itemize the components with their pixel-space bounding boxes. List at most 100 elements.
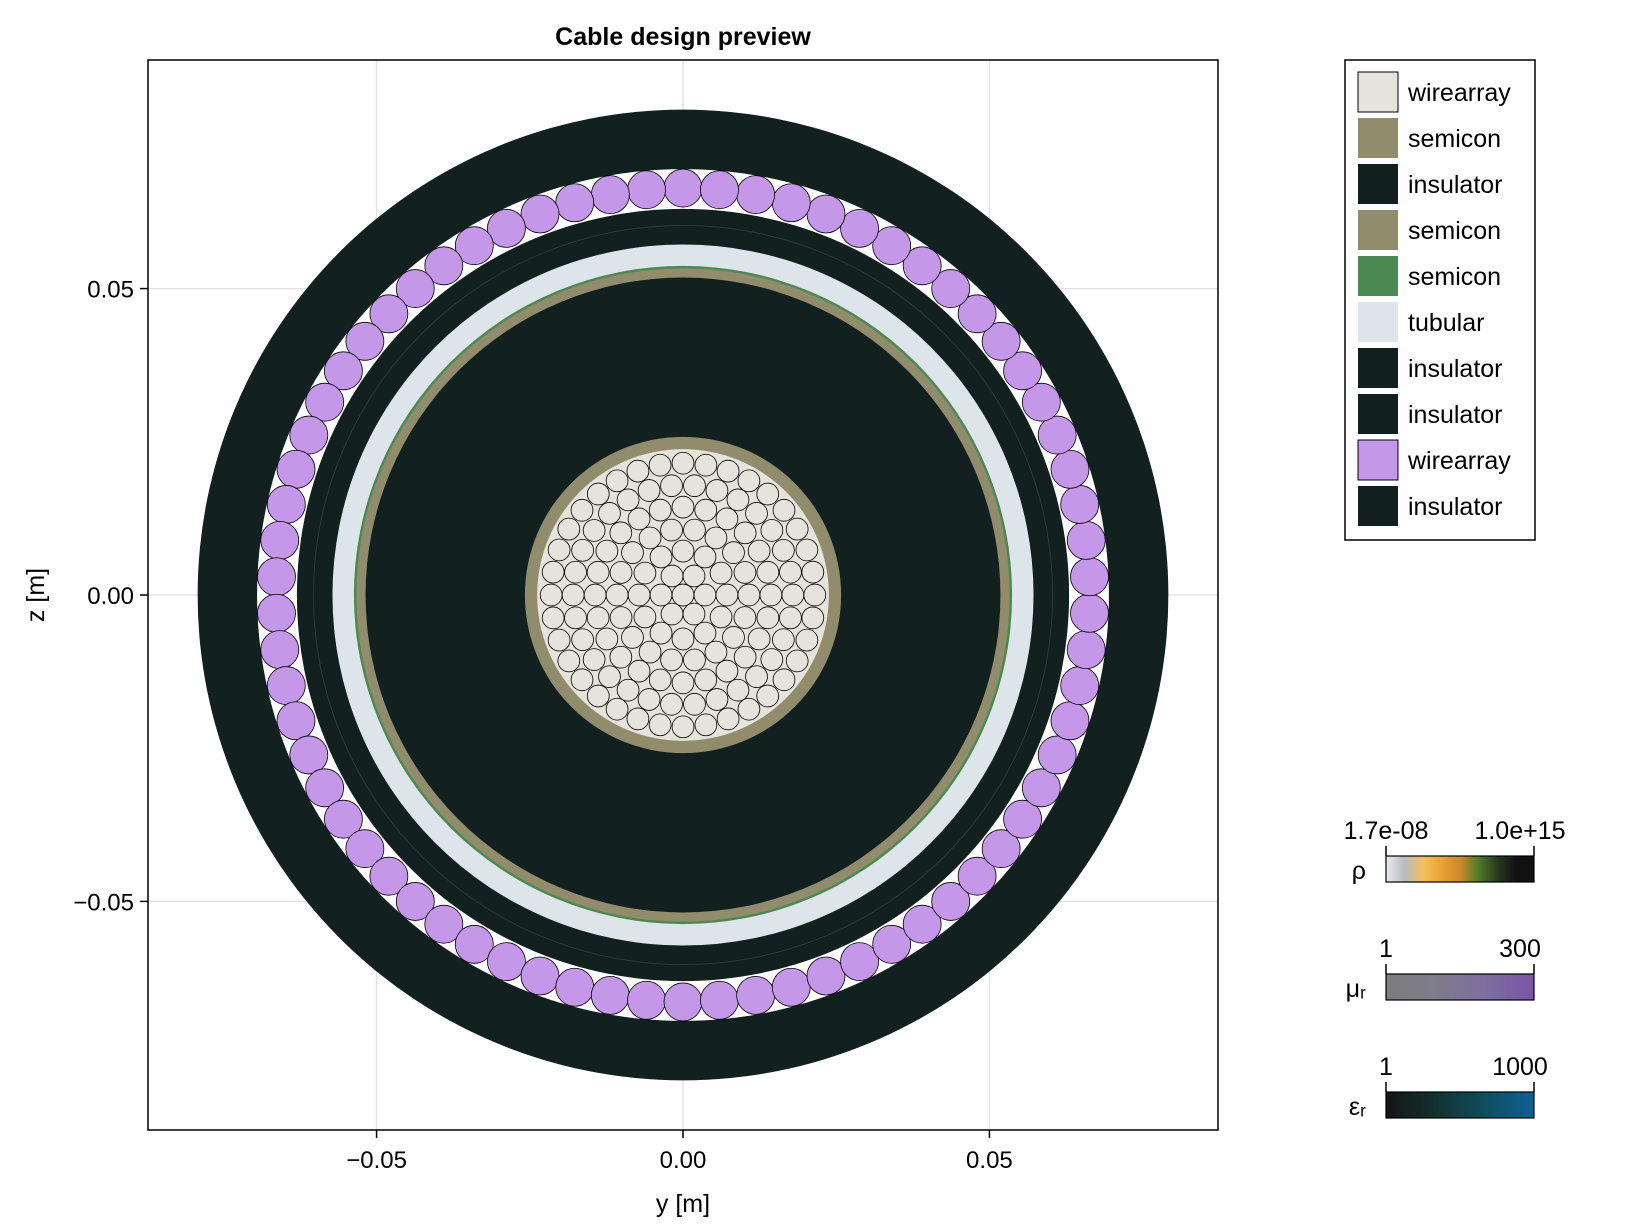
screen-wire — [369, 856, 409, 896]
core-strand — [637, 688, 661, 711]
core-strand — [722, 541, 745, 564]
core-strand — [694, 713, 718, 737]
core-strand — [561, 583, 585, 607]
screen-wire — [931, 882, 971, 921]
screen-wire — [454, 226, 494, 266]
core-strand — [660, 474, 683, 498]
core-strand — [648, 498, 672, 522]
core-strand — [722, 626, 745, 649]
core-strand — [660, 692, 683, 716]
screen-wire — [840, 208, 879, 248]
core-strand — [570, 498, 594, 522]
core-strand — [586, 684, 610, 708]
colorbar-max-label: 1000 — [1492, 1053, 1548, 1081]
core-strand — [716, 707, 740, 731]
core-strand — [649, 545, 673, 569]
core-strand — [733, 521, 757, 545]
core-strand — [609, 606, 633, 629]
core-strand — [671, 671, 695, 695]
core-strand — [759, 583, 783, 607]
core-strand — [785, 517, 809, 541]
core-strand — [616, 678, 640, 702]
core-strand — [595, 539, 619, 563]
screen-wire — [289, 415, 329, 455]
core-strand — [737, 469, 761, 493]
core-strand — [737, 583, 761, 607]
screen-wire — [1050, 701, 1090, 741]
core-strand — [557, 649, 581, 673]
core-strand — [621, 626, 644, 649]
core-strand — [756, 684, 780, 708]
screen-wire — [276, 449, 316, 489]
colorbar-gradient — [1385, 855, 1535, 883]
core-strand — [745, 502, 768, 525]
screen-wire — [1066, 630, 1106, 670]
core-strand — [683, 474, 706, 498]
legend-label: insulator — [1408, 171, 1503, 199]
screen-wire — [1066, 520, 1106, 560]
colorbars: 1.7e-08 1.0e+15 ρ 1 300 μᵣ 1 1000 εᵣ — [1344, 817, 1566, 1121]
cable-cross-section — [197, 109, 1169, 1081]
screen-wire — [663, 982, 703, 1022]
core-strand — [627, 583, 651, 607]
core-strand — [693, 583, 717, 607]
core-strand — [605, 697, 629, 721]
legend-label: semicon — [1408, 217, 1501, 245]
screen-wire — [395, 269, 435, 308]
core-strand — [733, 561, 757, 584]
colorbar-gradient — [1385, 973, 1535, 1001]
core-strand — [795, 538, 819, 562]
core-strand — [693, 545, 717, 569]
colorbar-min-label: 1.7e-08 — [1344, 817, 1429, 845]
core-strand — [541, 560, 565, 584]
screen-wire — [369, 294, 409, 334]
core-strand — [772, 668, 796, 692]
screen-wire — [395, 882, 435, 921]
screen-wire — [266, 666, 306, 705]
screen-wire — [1021, 768, 1061, 808]
screen-wire — [981, 321, 1021, 361]
screen-wire — [981, 829, 1021, 869]
core-strand — [747, 627, 771, 651]
colorbar: 1 1000 εᵣ — [1349, 1053, 1548, 1121]
core-strand — [547, 628, 571, 652]
core-strand — [756, 482, 780, 506]
screen-wire — [806, 194, 846, 234]
screen-wire — [520, 194, 560, 234]
core-strand — [627, 507, 651, 531]
core-strand — [760, 519, 784, 542]
core-strand — [694, 668, 718, 692]
legend-swatch — [1358, 256, 1398, 296]
core-strand — [709, 561, 733, 585]
screen-wire — [305, 382, 345, 422]
screen-wire — [424, 246, 464, 286]
core-strand — [801, 606, 825, 630]
core-strand — [660, 564, 684, 588]
colorbar-max-label: 1.0e+15 — [1474, 817, 1565, 845]
screen-wire — [872, 924, 912, 964]
screen-wire — [487, 208, 526, 248]
core-strand — [716, 459, 740, 483]
core-strand — [598, 665, 621, 688]
legend-swatch — [1358, 164, 1398, 204]
x-axis-label: y [m] — [656, 1190, 710, 1218]
core-strand — [570, 668, 594, 692]
core-strand — [781, 583, 805, 607]
screen-wire — [700, 170, 739, 210]
core-strand — [772, 498, 796, 522]
core-strand — [564, 560, 587, 584]
core-strand — [801, 560, 825, 584]
core-strand — [803, 583, 827, 607]
core-strand — [760, 648, 784, 671]
core-strand — [709, 605, 733, 629]
core-strand — [671, 715, 695, 739]
screen-wire — [590, 175, 630, 215]
x-tick-label: −0.05 — [346, 1147, 407, 1174]
screen-wire — [266, 485, 306, 524]
screen-wire — [260, 520, 300, 560]
screen-wire — [1037, 415, 1077, 455]
screen-wire — [1060, 485, 1100, 524]
legend-swatch — [1357, 71, 1399, 113]
screen-wire — [1021, 382, 1061, 422]
legend-label: semicon — [1408, 263, 1501, 291]
